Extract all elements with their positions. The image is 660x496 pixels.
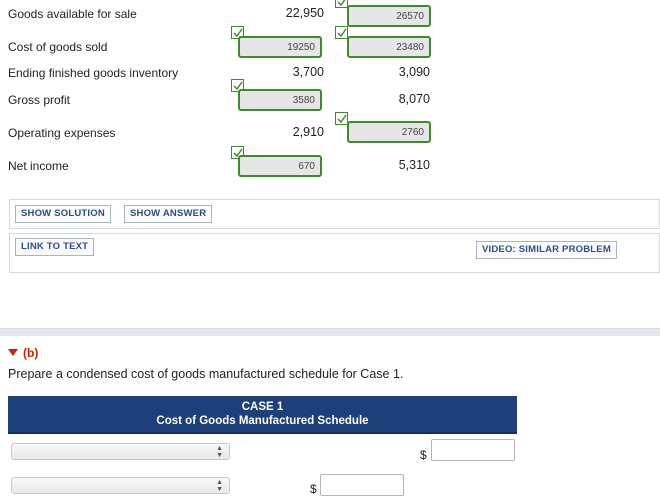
case1-operating-expenses-value: 2,910 (292, 125, 324, 139)
collapse-triangle-icon[interactable] (8, 349, 18, 356)
case2-ending-inventory-value: 3,090 (398, 65, 430, 79)
schedule-subtitle: Cost of Goods Manufactured Schedule (156, 415, 369, 427)
correct-check-icon (231, 79, 244, 92)
part-b-heading[interactable]: (b) (8, 346, 38, 360)
correct-check-icon (231, 26, 244, 39)
schedule-title: CASE 1 (241, 401, 284, 413)
case2-gross-profit-value: 8,070 (398, 92, 430, 106)
case2-net-income-value: 5,310 (398, 158, 430, 172)
row-label-operating-expenses: Operating expenses (8, 126, 116, 140)
row-label-goods-available: Goods available for sale (8, 7, 137, 21)
video-similar-problem-button[interactable]: VIDEO: SIMILAR PROBLEM (476, 241, 617, 259)
case1-goods-available-value: 22,950 (285, 6, 324, 20)
case2-goods-available-input[interactable]: 26570 (347, 5, 431, 27)
schedule-account-select[interactable]: ▲ ▼ (11, 443, 230, 460)
link-to-text-button[interactable]: LINK TO TEXT (15, 238, 95, 256)
show-answer-button[interactable]: SHOW ANSWER (124, 205, 213, 223)
schedule-amount-input[interactable] (431, 439, 515, 461)
row-label-gross-profit: Gross profit (8, 93, 71, 107)
dollar-sign: $ (420, 448, 427, 462)
case1-gross-profit-input[interactable]: 3580 (238, 89, 322, 111)
case1-cost-of-goods-sold-input[interactable]: 19250 (238, 36, 322, 58)
schedule-table-header: CASE 1 Cost of Goods Manufactured Schedu… (8, 396, 517, 434)
solution-panel (9, 199, 660, 229)
part-b-label: (b) (23, 346, 39, 360)
case2-operating-expenses-input[interactable]: 2760 (347, 121, 431, 143)
dollar-sign: $ (310, 482, 317, 496)
case1-ending-inventory-value: 3,700 (292, 65, 324, 79)
row-label-cost-of-goods-sold: Cost of goods sold (8, 40, 108, 54)
part-b-instructions: Prepare a condensed cost of goods manufa… (8, 367, 404, 381)
schedule-amount-input[interactable] (320, 474, 404, 496)
section-divider (0, 328, 660, 336)
dropdown-arrows-icon: ▲ ▼ (216, 479, 223, 493)
case1-net-income-input[interactable]: 670 (238, 155, 322, 177)
dropdown-arrows-icon: ▲ ▼ (216, 445, 223, 459)
correct-check-icon (335, 0, 348, 8)
schedule-account-select[interactable]: ▲ ▼ (11, 477, 230, 494)
case2-cost-of-goods-sold-input[interactable]: 23480 (347, 36, 431, 58)
row-label-net-income: Net income (8, 159, 69, 173)
show-solution-button[interactable]: SHOW SOLUTION (15, 205, 111, 223)
row-label-ending-inventory: Ending finished goods inventory (8, 66, 179, 80)
correct-check-icon (335, 26, 348, 39)
correct-check-icon (335, 112, 348, 125)
